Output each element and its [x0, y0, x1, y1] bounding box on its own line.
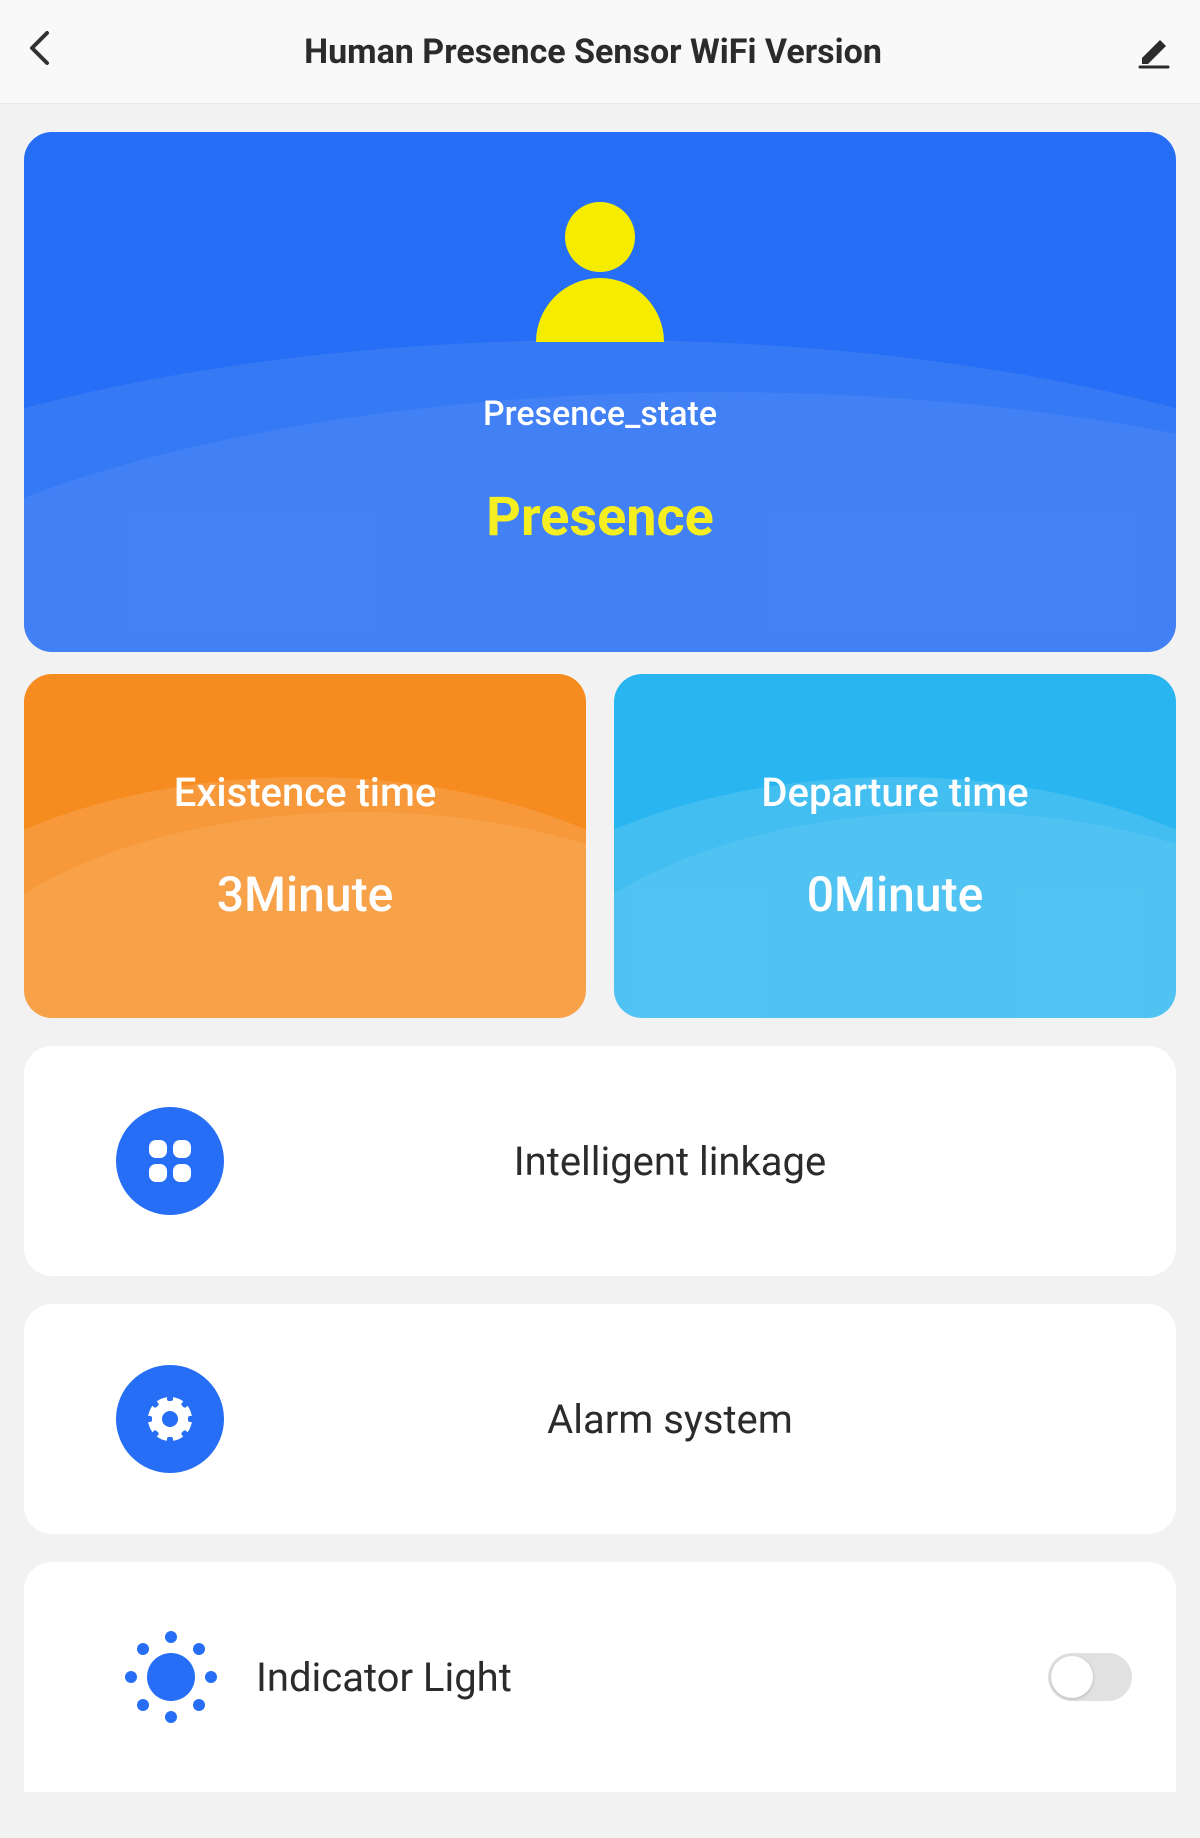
alarm-icon-bg	[116, 1365, 224, 1473]
indicator-light-icon	[106, 1612, 236, 1742]
presence-state-label: Presence_state	[483, 394, 717, 434]
linkage-icon-bg	[116, 1107, 224, 1215]
departure-time-card[interactable]: Departure time 0Minute	[614, 674, 1176, 1018]
intelligent-linkage-label: Intelligent linkage	[224, 1138, 1136, 1185]
presence-card[interactable]: Presence_state Presence	[24, 132, 1176, 652]
content: Presence_state Presence Existence time 3…	[0, 104, 1200, 1792]
indicator-light-toggle[interactable]	[1048, 1653, 1132, 1701]
header: Human Presence Sensor WiFi Version	[0, 0, 1200, 104]
chevron-left-icon	[28, 30, 50, 66]
sun-icon	[116, 1622, 226, 1732]
person-icon	[536, 202, 664, 342]
edit-button[interactable]	[1136, 34, 1172, 70]
intelligent-linkage-item[interactable]: Intelligent linkage	[24, 1046, 1176, 1276]
alarm-system-label: Alarm system	[224, 1396, 1136, 1443]
existence-time-label: Existence time	[174, 769, 437, 816]
indicator-light-label: Indicator Light	[256, 1654, 1048, 1701]
pencil-icon	[1136, 34, 1172, 70]
existence-time-card[interactable]: Existence time 3Minute	[24, 674, 586, 1018]
alarm-system-item[interactable]: Alarm system	[24, 1304, 1176, 1534]
departure-time-value: 0Minute	[807, 866, 984, 923]
time-row: Existence time 3Minute Departure time 0M…	[24, 674, 1176, 1018]
back-button[interactable]	[28, 30, 50, 73]
gear-icon	[142, 1391, 198, 1447]
existence-time-value: 3Minute	[217, 866, 394, 923]
presence-state-value: Presence	[486, 486, 714, 549]
indicator-light-item: Indicator Light	[24, 1562, 1176, 1792]
departure-time-label: Departure time	[761, 769, 1028, 816]
page-title: Human Presence Sensor WiFi Version	[304, 32, 882, 72]
apps-icon	[142, 1133, 198, 1189]
toggle-knob	[1051, 1656, 1093, 1698]
